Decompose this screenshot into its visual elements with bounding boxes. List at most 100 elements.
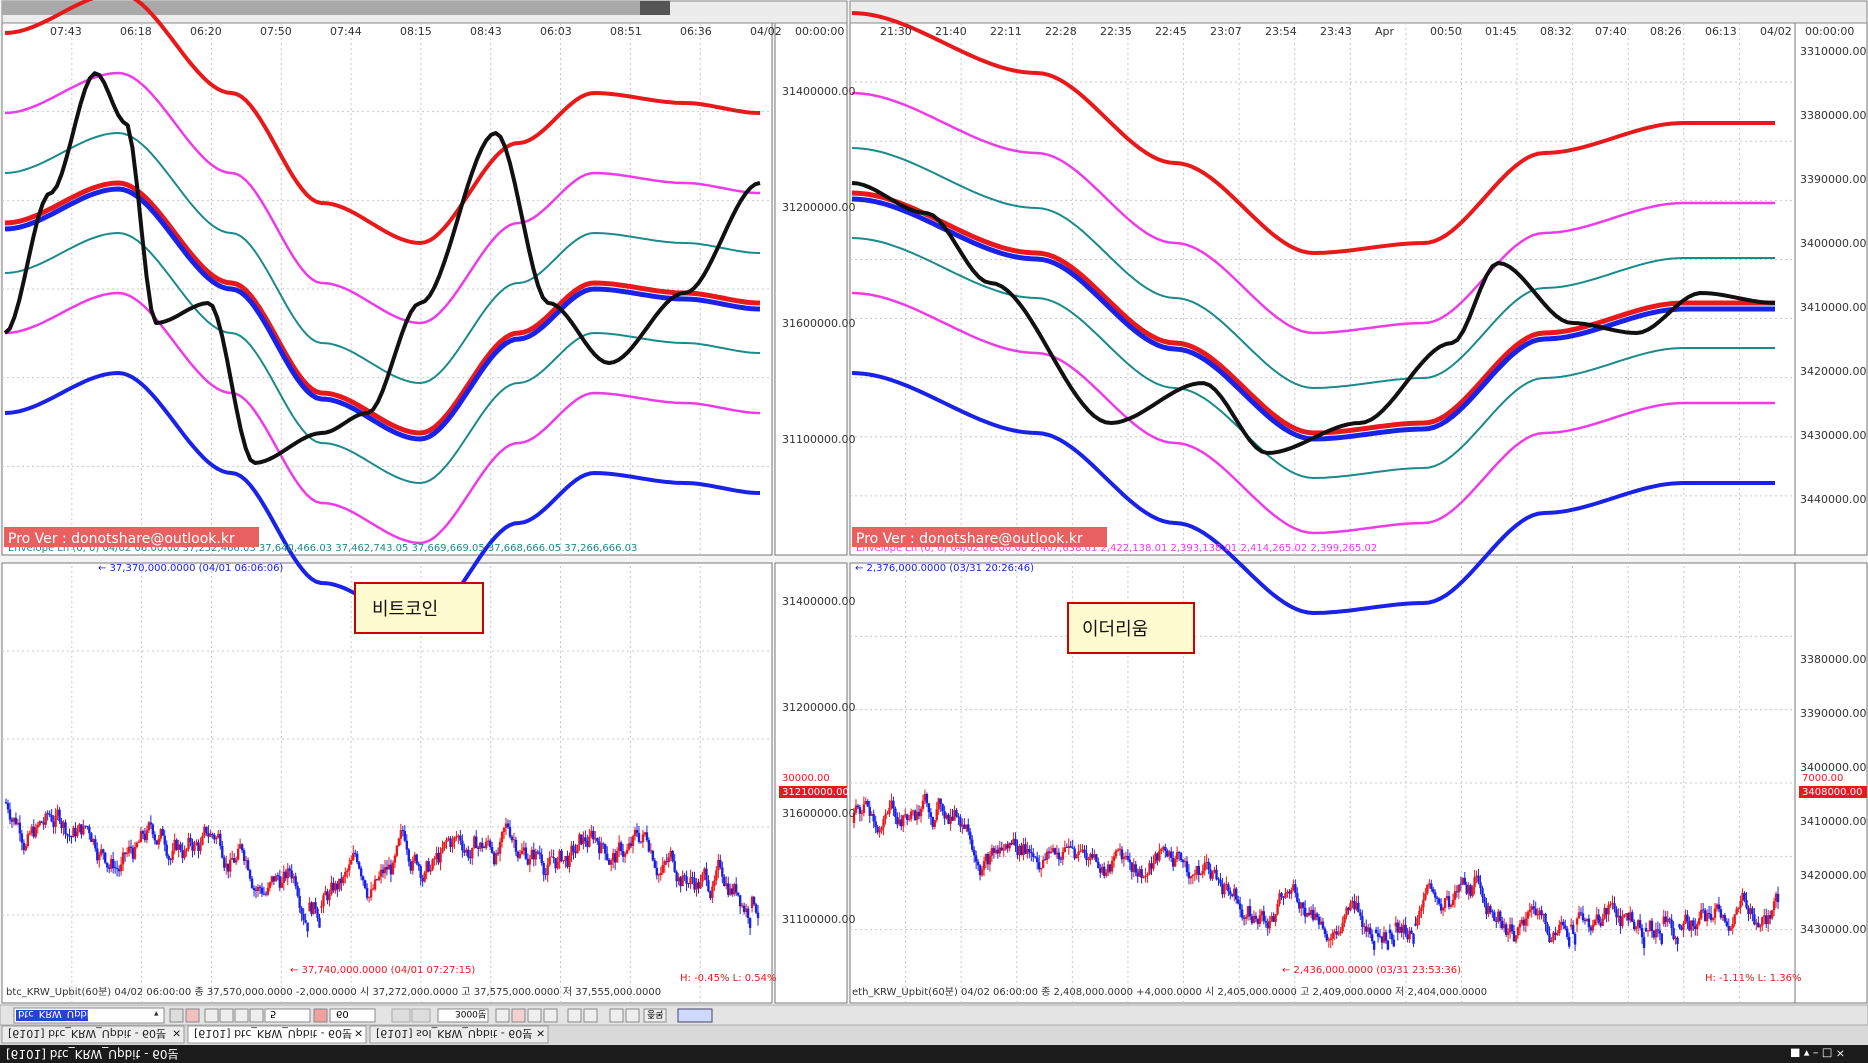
left-scroll-track[interactable] <box>2 1 642 15</box>
candle-body <box>1672 928 1675 940</box>
right-time-axis[interactable] <box>849 0 1868 24</box>
candle-body <box>449 838 452 847</box>
info-line: btc_KRW_Upbit(60분) 04/02 06:00:00 종 37,5… <box>6 986 661 998</box>
time-tick-label: 06:13 <box>1705 25 1737 38</box>
candle-body <box>1252 915 1256 924</box>
candle-body <box>502 827 506 832</box>
crosshair-button[interactable] <box>543 1008 558 1023</box>
candle-body <box>1642 937 1646 949</box>
list-button[interactable] <box>643 1008 667 1023</box>
window-title: [6101] btc_KRW_Upbit - 60분 <box>6 1047 179 1061</box>
tab-3-close-icon[interactable]: × <box>536 1027 545 1040</box>
time-tick-label: 01:45 <box>1485 25 1517 38</box>
popup-label-box[interactable] <box>1067 602 1195 654</box>
candle-body <box>1286 891 1289 894</box>
search-icon[interactable] <box>169 1008 184 1023</box>
candle-body <box>963 824 966 829</box>
time-tick-label: 06:20 <box>190 25 222 38</box>
candle-body <box>359 868 363 877</box>
candle-body <box>1733 914 1736 925</box>
candle-body <box>18 822 22 834</box>
chart-type-icon[interactable] <box>185 1008 200 1023</box>
grid-button[interactable] <box>625 1008 640 1023</box>
period-input[interactable] <box>264 1008 311 1023</box>
tab-1-close-icon[interactable]: × <box>172 1027 181 1040</box>
candle-body <box>377 876 381 880</box>
spin-up-button[interactable] <box>411 1008 431 1023</box>
candle-body <box>1774 893 1778 902</box>
candle-body <box>1776 893 1780 903</box>
candle-body <box>756 912 760 919</box>
candle-body <box>1487 906 1490 915</box>
candle-body <box>352 853 355 861</box>
left-scroll-thumb[interactable] <box>640 1 670 15</box>
zoom-button[interactable] <box>527 1008 542 1023</box>
candle-body <box>584 837 587 842</box>
period-month-button[interactable] <box>234 1008 249 1023</box>
apply-button[interactable] <box>677 1008 713 1023</box>
candle-body <box>1627 913 1630 921</box>
time-tick-label: 21:30 <box>880 25 912 38</box>
bars-input[interactable] <box>437 1008 489 1023</box>
candle-body <box>1085 852 1088 861</box>
time-tick-label: 08:43 <box>470 25 502 38</box>
price-axis-label: 3380000.00 <box>1800 653 1866 666</box>
candle-body <box>1073 848 1076 859</box>
count-input[interactable] <box>329 1008 376 1023</box>
candle-body <box>1660 933 1663 945</box>
candle-body <box>482 847 486 849</box>
candle-body <box>1483 896 1486 904</box>
tab-1[interactable] <box>1 1025 185 1044</box>
draw-button[interactable] <box>511 1008 526 1023</box>
window-controls[interactable]: ■ ▾ – □ × <box>1790 1047 1845 1060</box>
candle-body <box>1079 850 1082 852</box>
candle-body <box>1579 912 1583 914</box>
period-day-button[interactable] <box>204 1008 219 1023</box>
candle-body <box>852 812 856 823</box>
candle-body <box>860 812 864 814</box>
candle-body <box>123 852 127 855</box>
candle-body <box>1160 848 1163 851</box>
popup-label-box[interactable] <box>354 582 484 634</box>
tab-3[interactable] <box>369 1025 549 1044</box>
minute-button[interactable] <box>313 1008 328 1023</box>
copy-button[interactable] <box>567 1008 582 1023</box>
min-note: ← 37,740,000.0000 (04/01 07:27:15) <box>290 965 475 976</box>
candle-body <box>1717 904 1721 910</box>
candle-body <box>1238 903 1242 910</box>
candle-body <box>203 826 206 837</box>
price-axis-label: 31200000.00 <box>782 701 855 714</box>
candle-body <box>1656 929 1660 931</box>
tab-2-close-icon[interactable]: × <box>354 1027 363 1040</box>
candle-body <box>1114 850 1118 857</box>
layout-button[interactable] <box>583 1008 598 1023</box>
candle-body <box>1177 852 1181 854</box>
candle-body <box>94 839 97 849</box>
left-upper-axis <box>774 10 848 556</box>
candle-body <box>1223 884 1226 895</box>
period-week-button[interactable] <box>219 1008 234 1023</box>
candle-body <box>959 817 962 827</box>
candle-body <box>919 808 923 817</box>
symbol-dropdown-icon[interactable]: ▾ <box>154 1008 159 1018</box>
tab-2[interactable] <box>187 1025 367 1044</box>
spin-down-button[interactable] <box>391 1008 411 1023</box>
candle-body <box>248 870 252 879</box>
candle-body <box>76 832 79 837</box>
candle-body <box>1351 900 1354 904</box>
envelope-center-red <box>4 180 761 436</box>
candle-body <box>1321 921 1325 929</box>
split-button[interactable] <box>609 1008 624 1023</box>
candle-body <box>1430 883 1433 889</box>
candle-body <box>244 860 248 862</box>
candle-body <box>1004 844 1007 850</box>
time-tick-label: 22:11 <box>990 25 1022 38</box>
indicator-button[interactable] <box>495 1008 510 1023</box>
candle-body <box>302 913 305 921</box>
candle-body <box>1272 916 1275 922</box>
candle-body <box>74 827 77 837</box>
price-axis-label: 3430000.00 <box>1800 923 1866 936</box>
candle-body <box>1142 876 1145 878</box>
period-year-button[interactable] <box>249 1008 264 1023</box>
candle-body <box>685 876 688 884</box>
